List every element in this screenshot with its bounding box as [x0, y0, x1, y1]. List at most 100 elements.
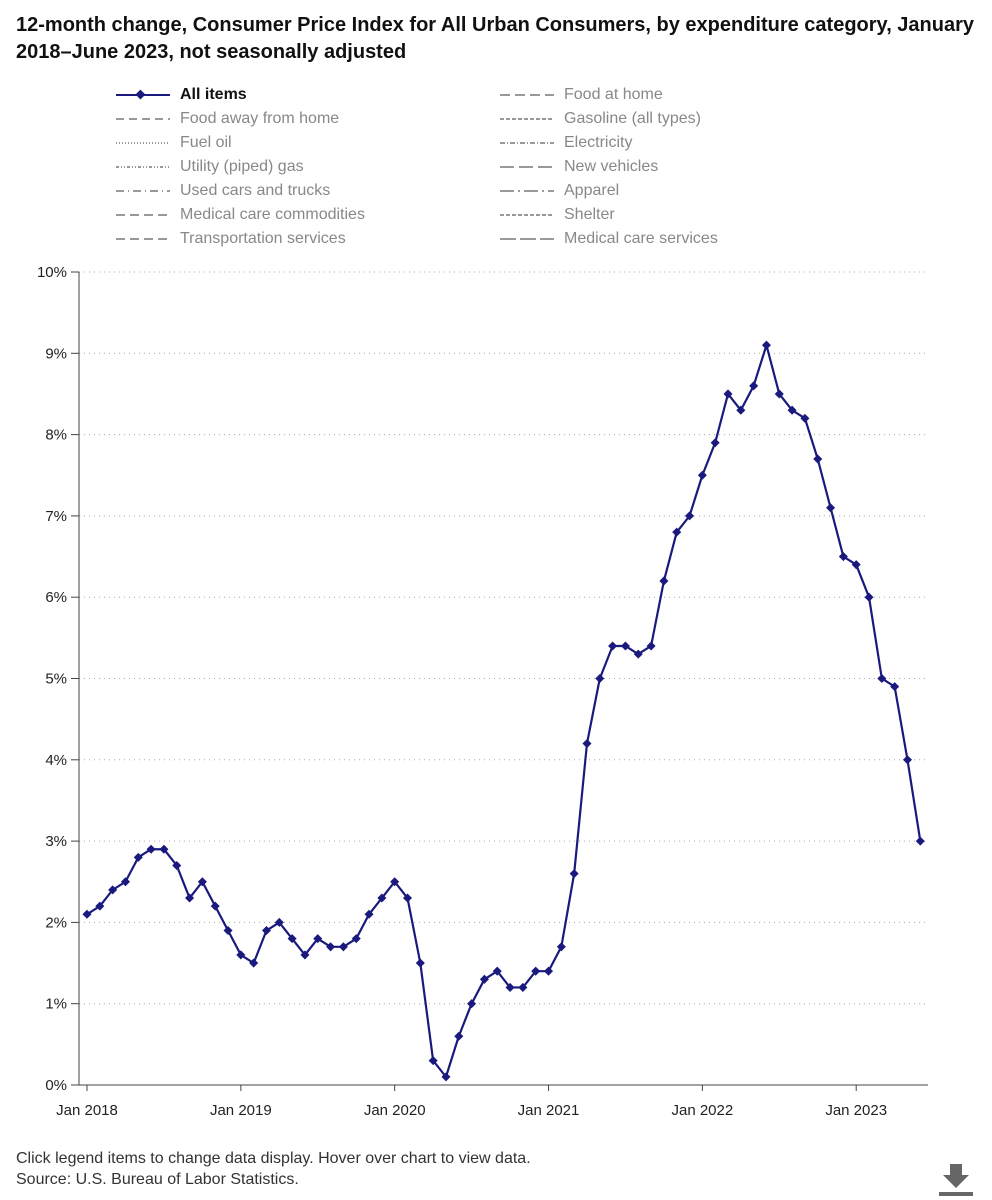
x-axis-tick-labels: Jan 2018 Jan 2019 Jan 2020 Jan 2021 Jan 2022… — [56, 1102, 887, 1119]
data-point[interactable] — [249, 958, 259, 968]
data-point[interactable] — [146, 844, 156, 854]
data-point[interactable] — [351, 934, 361, 944]
data-point[interactable] — [402, 893, 413, 903]
legend-line-swatch — [116, 118, 170, 120]
legend-label: Food at home — [564, 86, 663, 103]
chart-footer: Click legend items to change data displa… — [16, 1148, 531, 1190]
data-point[interactable] — [685, 511, 695, 521]
chart-instructions: Click legend items to change data displa… — [16, 1150, 531, 1167]
data-point[interactable] — [569, 869, 579, 879]
data-point[interactable] — [697, 470, 707, 480]
data-point[interactable] — [595, 673, 605, 684]
x-tick-label: Jan 2021 — [518, 1102, 580, 1119]
legend-item-food-away-from-home[interactable]: Food away from home — [116, 108, 339, 130]
y-tick-label: 1% — [45, 996, 67, 1013]
data-point[interactable] — [364, 909, 374, 919]
series-line-all-items — [86, 344, 922, 1078]
x-tick-label: Jan 2023 — [825, 1102, 887, 1119]
download-icon[interactable] — [936, 1158, 976, 1198]
data-point[interactable] — [813, 454, 823, 464]
data-point[interactable] — [467, 999, 477, 1009]
legend-item-new-vehicles[interactable]: New vehicles — [500, 156, 658, 178]
x-tick-label: Jan 2022 — [671, 1102, 733, 1119]
data-point[interactable] — [582, 739, 592, 749]
data-point[interactable] — [761, 340, 771, 350]
data-point[interactable] — [749, 381, 759, 391]
data-point[interactable] — [300, 950, 310, 960]
data-point[interactable] — [826, 503, 836, 513]
data-point[interactable] — [710, 438, 720, 448]
legend-line-swatch — [500, 190, 554, 192]
legend-item-gasoline-all-types[interactable]: Gasoline (all types) — [500, 108, 701, 130]
legend-line-swatch — [500, 214, 554, 216]
data-point[interactable] — [877, 673, 887, 684]
data-point[interactable] — [441, 1072, 451, 1082]
data-point[interactable] — [223, 926, 233, 936]
legend-label: Gasoline (all types) — [564, 110, 701, 127]
data-point[interactable] — [864, 592, 874, 602]
legend-label: All items — [180, 86, 247, 103]
legend-item-fuel-oil[interactable]: Fuel oil — [116, 132, 232, 154]
data-point[interactable] — [851, 560, 861, 570]
line-chart[interactable]: 0% 1% 2% 3% 4% 5% 6% 7% 8% 9% 10% Jan 2018 Jan 2019… — [0, 255, 992, 1125]
data-point[interactable] — [454, 1031, 464, 1041]
x-tick-label: Jan 2019 — [210, 1102, 272, 1119]
data-point[interactable] — [479, 974, 489, 984]
legend-item-apparel[interactable]: Apparel — [500, 180, 619, 202]
data-point[interactable] — [415, 958, 425, 968]
data-point[interactable] — [172, 860, 182, 871]
data-point[interactable] — [518, 982, 528, 992]
data-point[interactable] — [608, 641, 618, 651]
data-point[interactable] — [633, 649, 643, 659]
legend-label: Food away from home — [180, 110, 340, 127]
legend-label: Medical care commodities — [180, 206, 365, 223]
legend-line-swatch — [116, 166, 170, 168]
y-tick-label: 10% — [37, 264, 67, 281]
y-tick-label: 0% — [45, 1077, 67, 1094]
legend-label: New vehicles — [564, 158, 659, 175]
series-all-items — [82, 340, 925, 1082]
legend-label: Medical care services — [564, 230, 718, 247]
y-axis-tick-labels: 0% 1% 2% 3% 4% 5% 6% 7% 8% 9% 10% — [37, 264, 67, 1094]
legend-item-shelter[interactable]: Shelter — [500, 204, 615, 226]
data-point[interactable] — [197, 877, 207, 887]
data-point[interactable] — [556, 942, 566, 952]
data-point[interactable] — [531, 966, 541, 976]
legend-item-medical-care-commodities[interactable]: Medical care commodities — [116, 204, 365, 226]
data-point[interactable] — [210, 901, 220, 911]
legend-item-electricity[interactable]: Electricity — [500, 132, 632, 154]
data-point[interactable] — [313, 934, 323, 944]
legend-item-utility-piped-gas[interactable]: Utility (piped) gas — [116, 156, 304, 178]
legend-line-swatch — [116, 142, 170, 144]
legend-label: Utility (piped) gas — [180, 158, 304, 175]
legend-line-swatch — [500, 166, 554, 168]
legend-item-medical-care-services[interactable]: Medical care services — [500, 228, 718, 250]
legend: All items Food at home Food away from home… — [116, 84, 856, 254]
legend-item-used-cars-and-trucks[interactable]: Used cars and trucks — [116, 180, 330, 202]
data-point[interactable] — [159, 844, 169, 854]
chart-source: Source: U.S. Bureau of Labor Statistics. — [16, 1171, 299, 1188]
legend-label: Electricity — [564, 134, 633, 151]
legend-line-swatch — [116, 89, 170, 100]
legend-line-swatch — [500, 118, 554, 120]
legend-label: Fuel oil — [180, 134, 232, 151]
legend-item-transportation-services[interactable]: Transportation services — [116, 228, 346, 250]
grid-lines — [79, 271, 928, 1005]
data-point[interactable] — [261, 926, 272, 936]
data-point[interactable] — [505, 982, 515, 992]
data-point[interactable] — [902, 755, 913, 765]
legend-line-swatch — [500, 142, 554, 144]
data-point[interactable] — [659, 576, 669, 586]
data-point[interactable] — [543, 966, 554, 976]
legend-line-swatch — [116, 214, 170, 216]
data-point[interactable] — [915, 836, 925, 846]
y-tick-label: 8% — [45, 427, 67, 444]
data-point[interactable] — [890, 682, 900, 692]
legend-item-all-items[interactable]: All items — [116, 84, 247, 106]
legend-label: Transportation services — [180, 230, 346, 247]
data-point[interactable] — [787, 405, 797, 415]
legend-item-food-at-home[interactable]: Food at home — [500, 84, 663, 106]
y-tick-label: 3% — [45, 833, 67, 850]
data-point[interactable] — [838, 552, 848, 562]
y-tick-label: 6% — [45, 589, 67, 606]
